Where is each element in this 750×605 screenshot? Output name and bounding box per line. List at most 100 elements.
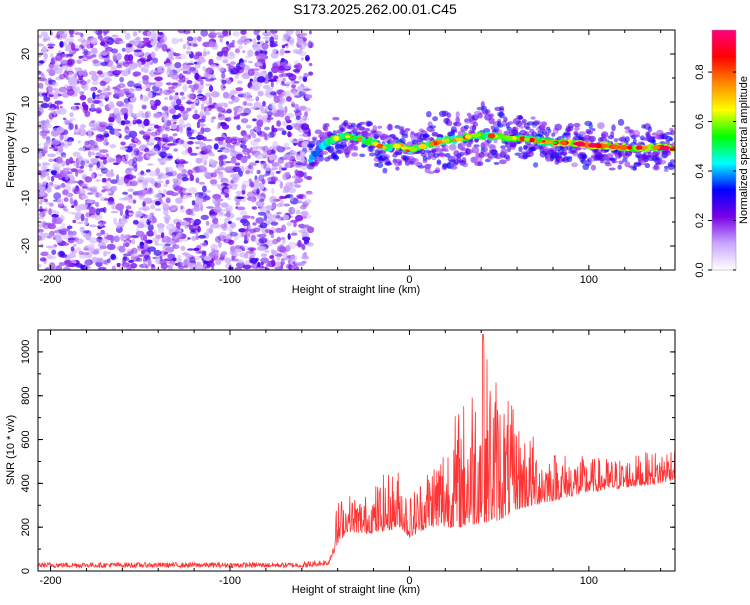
noise-speckle — [187, 140, 194, 145]
signal-halo — [652, 165, 660, 171]
noise-speckle — [48, 231, 54, 238]
noise-speckle — [163, 208, 169, 216]
noise-speckle — [281, 81, 285, 85]
noise-speckle — [228, 101, 234, 105]
noise-speckle — [122, 30, 127, 34]
noise-speckle — [94, 74, 100, 81]
noise-speckle — [38, 34, 43, 39]
noise-speckle — [82, 185, 89, 189]
noise-speckle — [149, 99, 155, 107]
noise-speckle — [203, 159, 208, 166]
noise-speckle — [186, 128, 195, 135]
signal-halo — [618, 160, 624, 165]
noise-speckle — [253, 126, 258, 131]
noise-speckle — [229, 51, 234, 57]
noise-speckle — [240, 113, 249, 116]
noise-speckle — [227, 116, 232, 121]
noise-speckle — [40, 86, 44, 90]
noise-speckle — [144, 69, 149, 73]
noise-speckle — [73, 127, 81, 135]
noise-speckle — [262, 62, 267, 70]
noise-speckle — [244, 252, 249, 259]
noise-speckle — [54, 62, 60, 68]
noise-speckle — [89, 166, 93, 172]
noise-speckle — [230, 156, 237, 164]
noise-speckle — [91, 80, 99, 86]
noise-speckle — [147, 246, 156, 252]
noise-speckle — [52, 81, 59, 87]
noise-speckle — [187, 169, 193, 176]
noise-speckle — [138, 207, 143, 211]
noise-speckle — [69, 112, 74, 118]
noise-speckle — [185, 122, 192, 128]
noise-speckle — [266, 31, 272, 35]
noise-speckle — [79, 94, 87, 101]
noise-speckle — [113, 217, 118, 225]
noise-speckle — [165, 190, 175, 196]
noise-speckle — [254, 152, 259, 158]
signal-halo — [377, 125, 383, 129]
noise-speckle — [63, 242, 70, 246]
noise-speckle — [139, 130, 145, 135]
noise-speckle — [114, 73, 119, 77]
noise-speckle — [208, 96, 212, 105]
signal-halo — [317, 155, 324, 162]
noise-speckle — [116, 100, 124, 107]
noise-speckle — [159, 151, 168, 158]
noise-speckle — [221, 46, 229, 54]
noise-speckle — [41, 46, 48, 53]
signal-halo — [605, 162, 612, 167]
signal-halo — [323, 126, 329, 132]
noise-speckle — [130, 235, 139, 239]
noise-speckle — [38, 78, 48, 82]
signal-halo — [507, 121, 514, 125]
noise-speckle — [39, 189, 46, 197]
noise-speckle — [119, 76, 124, 83]
noise-speckle — [272, 213, 279, 218]
signal-halo — [482, 146, 488, 153]
noise-speckle — [276, 236, 281, 243]
noise-speckle — [43, 123, 52, 129]
noise-speckle — [43, 207, 49, 214]
noise-speckle — [144, 63, 150, 71]
noise-speckle — [92, 92, 96, 100]
noise-speckle — [107, 251, 111, 255]
signal-halo — [556, 155, 563, 159]
signal-halo — [439, 152, 446, 158]
noise-speckle — [284, 106, 288, 114]
noise-speckle — [168, 86, 176, 90]
noise-speckle — [154, 182, 162, 189]
noise-speckle — [41, 92, 47, 97]
noise-speckle — [306, 242, 314, 247]
noise-speckle — [226, 143, 232, 148]
signal-halo — [609, 157, 618, 161]
noise-speckle — [181, 239, 189, 242]
noise-speckle — [219, 223, 228, 229]
noise-speckle — [195, 177, 200, 184]
noise-speckle — [271, 162, 280, 167]
noise-speckle — [206, 50, 211, 55]
signal-halo — [459, 151, 464, 157]
noise-speckle — [38, 43, 44, 47]
noise-speckle — [281, 167, 287, 171]
signal-halo — [671, 142, 675, 146]
noise-speckle — [58, 86, 68, 93]
noise-speckle — [250, 140, 259, 146]
noise-speckle — [124, 234, 129, 239]
noise-speckle — [132, 157, 138, 164]
noise-speckle — [143, 197, 153, 204]
noise-speckle — [83, 220, 89, 226]
y-tick-label: 0 — [20, 147, 32, 153]
noise-speckle — [67, 179, 74, 185]
noise-speckle — [134, 88, 142, 92]
noise-speckle — [103, 250, 108, 257]
noise-speckle — [95, 191, 99, 198]
noise-speckle — [303, 251, 308, 258]
noise-speckle — [154, 124, 160, 129]
noise-speckle — [197, 123, 206, 127]
snr-frame — [37, 329, 676, 572]
noise-speckle — [196, 261, 202, 267]
noise-speckle — [64, 134, 69, 141]
noise-speckle — [271, 187, 275, 195]
noise-speckle — [78, 250, 84, 255]
